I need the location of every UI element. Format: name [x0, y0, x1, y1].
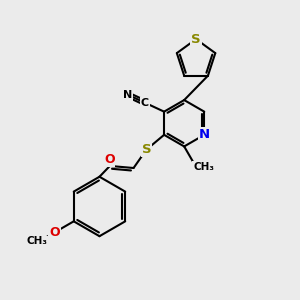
Text: N: N [123, 90, 133, 100]
Text: CH₃: CH₃ [27, 236, 48, 246]
Text: C: C [141, 98, 149, 108]
Text: S: S [191, 33, 201, 46]
Text: CH₃: CH₃ [193, 162, 214, 172]
Text: O: O [49, 226, 60, 239]
Text: N: N [199, 128, 210, 141]
Text: S: S [142, 143, 151, 156]
Text: O: O [104, 153, 115, 166]
